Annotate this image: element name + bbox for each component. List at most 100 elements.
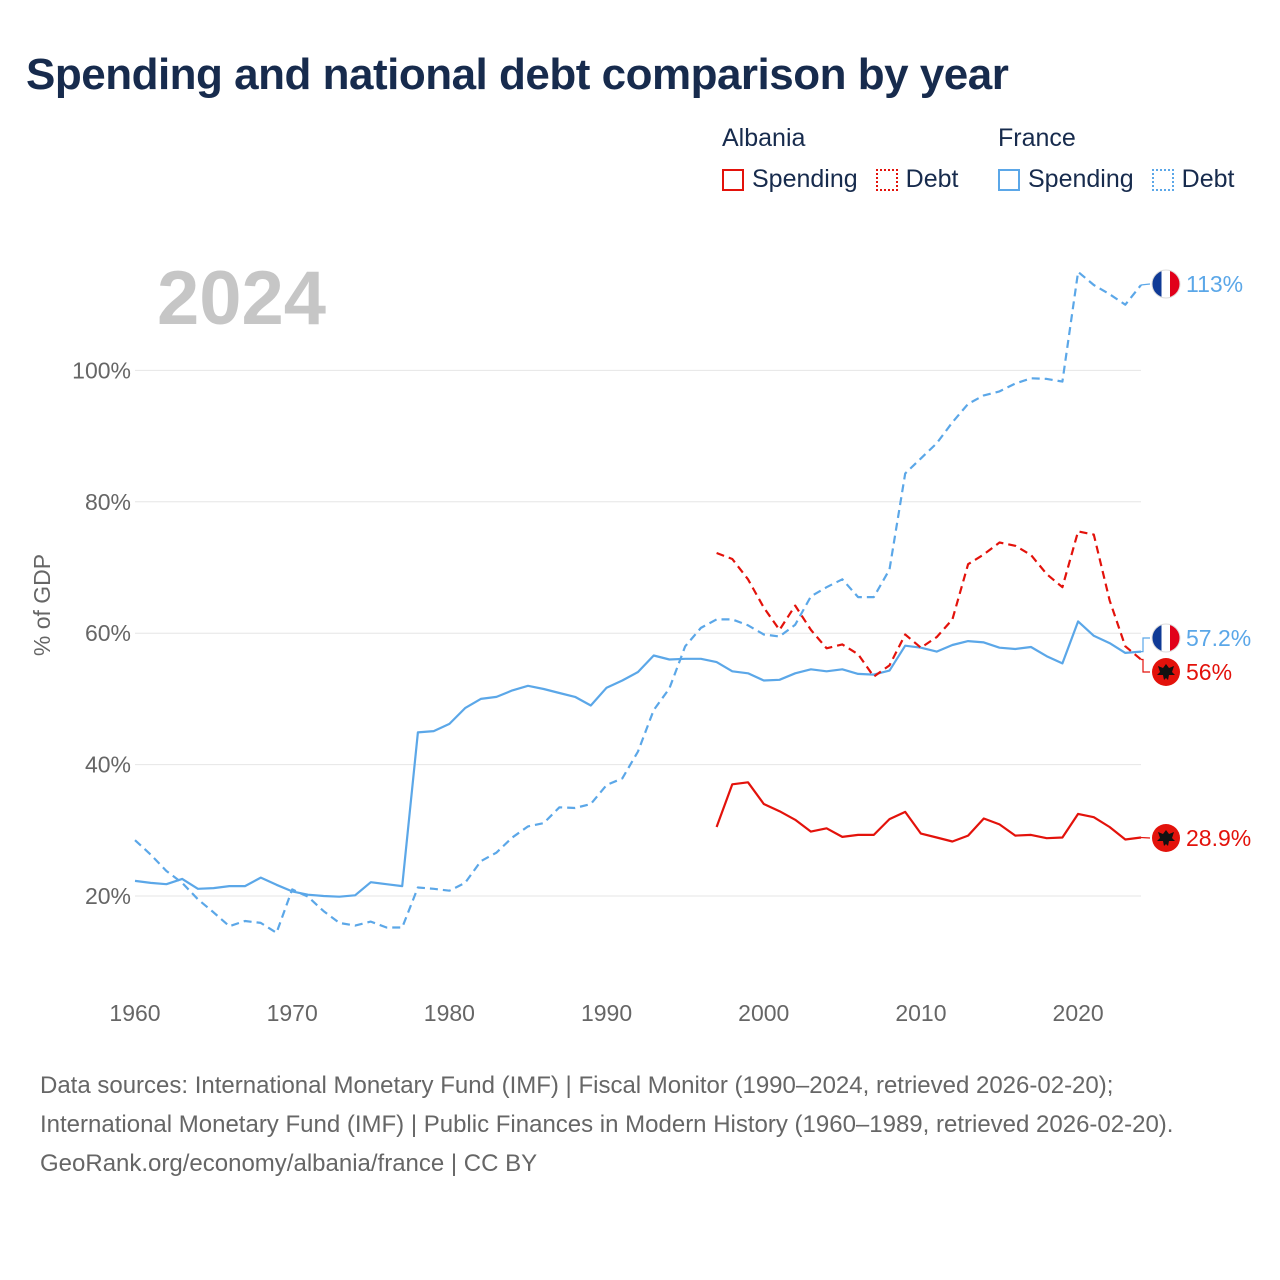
data-point-france-spending: [588, 702, 594, 708]
data-point-france-spending: [934, 649, 940, 655]
data-point-albania-spending: [824, 825, 830, 831]
data-point-france-debt: [729, 616, 735, 622]
x-tick-label: 1970: [267, 1000, 318, 1026]
data-point-france-debt: [934, 440, 940, 446]
data-point-albania-spending: [839, 834, 845, 840]
data-point-france-spending: [1091, 633, 1097, 639]
data-point-france-debt: [1059, 379, 1065, 385]
data-point-france-debt: [289, 886, 295, 892]
data-point-france-spending: [604, 685, 610, 691]
data-point-france-spending: [556, 690, 562, 696]
legend-item-albania-spending[interactable]: Spending: [722, 165, 858, 194]
data-point-france-spending: [761, 678, 767, 684]
data-point-france-spending: [211, 885, 217, 891]
data-point-france-debt: [792, 622, 798, 628]
legend-item-albania-debt[interactable]: Debt: [875, 165, 959, 194]
legend-label-france-spending: Spending: [1028, 165, 1134, 193]
data-point-albania-spending: [981, 815, 987, 821]
data-point-france-debt: [195, 896, 201, 902]
data-point-albania-debt: [1107, 597, 1113, 603]
data-point-france-debt: [1122, 302, 1128, 308]
series-line-albania-debt: [716, 530, 1142, 678]
data-point-france-spending: [619, 678, 625, 684]
legend-item-france-spending[interactable]: Spending: [998, 165, 1134, 194]
data-point-france-debt: [651, 707, 657, 713]
solid-line-swatch-icon: [998, 168, 1020, 191]
y-tick-label: 40%: [85, 752, 131, 778]
data-point-albania-debt: [776, 627, 782, 633]
legend-item-france-debt[interactable]: Debt: [1151, 165, 1234, 194]
data-point-france-spending: [714, 659, 720, 665]
data-point-france-debt: [1028, 375, 1034, 381]
data-point-france-spending: [384, 881, 390, 887]
data-point-france-debt: [368, 919, 374, 925]
data-point-france-spending: [887, 668, 893, 674]
data-point-france-debt: [1107, 291, 1113, 297]
data-point-france-debt: [588, 801, 594, 807]
data-point-france-debt: [698, 625, 704, 631]
data-point-france-debt: [352, 923, 358, 929]
data-point-france-spending: [666, 656, 672, 662]
data-point-france-debt: [336, 920, 342, 926]
data-point-france-spending: [682, 656, 688, 662]
data-point-france-debt: [211, 909, 217, 915]
series-line-france-debt: [134, 270, 1142, 934]
data-point-france-spending: [651, 653, 657, 659]
legend-label-albania-debt: Debt: [905, 165, 959, 193]
data-point-france-debt: [1091, 282, 1097, 288]
data-point-france-spending: [336, 894, 342, 900]
data-point-france-spending: [1059, 660, 1065, 666]
y-tick-label: 100%: [72, 357, 131, 383]
data-point-france-debt: [384, 925, 390, 931]
albania-flag-icon: [1152, 658, 1180, 686]
data-point-france-debt: [666, 685, 672, 691]
data-point-france-debt: [918, 455, 924, 461]
data-point-albania-spending: [902, 809, 908, 815]
leader-line-france-debt: [1140, 283, 1151, 286]
year-watermark: 2024: [157, 256, 326, 341]
data-point-albania-spending: [1091, 814, 1097, 820]
data-point-france-debt: [682, 643, 688, 649]
data-point-albania-debt: [1075, 528, 1081, 534]
legend-france: France Spending Debt: [998, 124, 1252, 194]
data-point-france-debt: [399, 925, 405, 931]
attribution-link[interactable]: GeoRank.org/economy/albania/france | CC …: [40, 1150, 538, 1177]
data-point-france-spending: [462, 705, 468, 711]
data-point-france-spending: [163, 881, 169, 887]
data-point-albania-spending: [1122, 836, 1128, 842]
data-point-france-debt: [965, 401, 971, 407]
x-tick-label: 1960: [109, 1000, 160, 1026]
leader-line-albania-debt: [1141, 658, 1150, 673]
data-point-albania-debt: [949, 616, 955, 622]
data-point-albania-spending: [1059, 835, 1065, 841]
data-point-france-spending: [242, 883, 248, 889]
data-point-france-debt: [761, 632, 767, 638]
data-point-france-spending: [808, 666, 814, 672]
data-point-albania-debt: [808, 627, 814, 633]
data-point-france-debt: [494, 850, 500, 856]
data-point-france-spending: [902, 643, 908, 649]
data-point-france-debt: [478, 858, 484, 864]
data-point-albania-spending: [1075, 811, 1081, 817]
data-point-france-debt: [871, 594, 877, 600]
data-point-france-spending: [792, 670, 798, 676]
end-label-france-spending: 57.2%: [1186, 625, 1251, 651]
data-point-albania-debt: [1059, 584, 1065, 590]
data-point-france-debt: [541, 820, 547, 826]
data-point-france-spending: [195, 886, 201, 892]
data-point-france-debt: [431, 886, 437, 892]
data-point-france-debt: [824, 584, 830, 590]
data-point-france-spending: [273, 882, 279, 888]
data-point-albania-spending: [808, 829, 814, 835]
dotted-line-swatch-icon: [875, 168, 898, 191]
data-point-france-debt: [572, 805, 578, 811]
data-point-france-debt: [148, 852, 154, 858]
data-point-albania-spending: [745, 779, 751, 785]
data-point-albania-spending: [761, 801, 767, 807]
legend-france-country: France: [998, 124, 1076, 152]
data-point-albania-debt: [855, 651, 861, 657]
data-point-albania-debt: [981, 551, 987, 557]
data-point-albania-debt: [729, 556, 735, 562]
data-point-france-spending: [148, 880, 154, 886]
data-point-albania-debt: [997, 540, 1003, 546]
